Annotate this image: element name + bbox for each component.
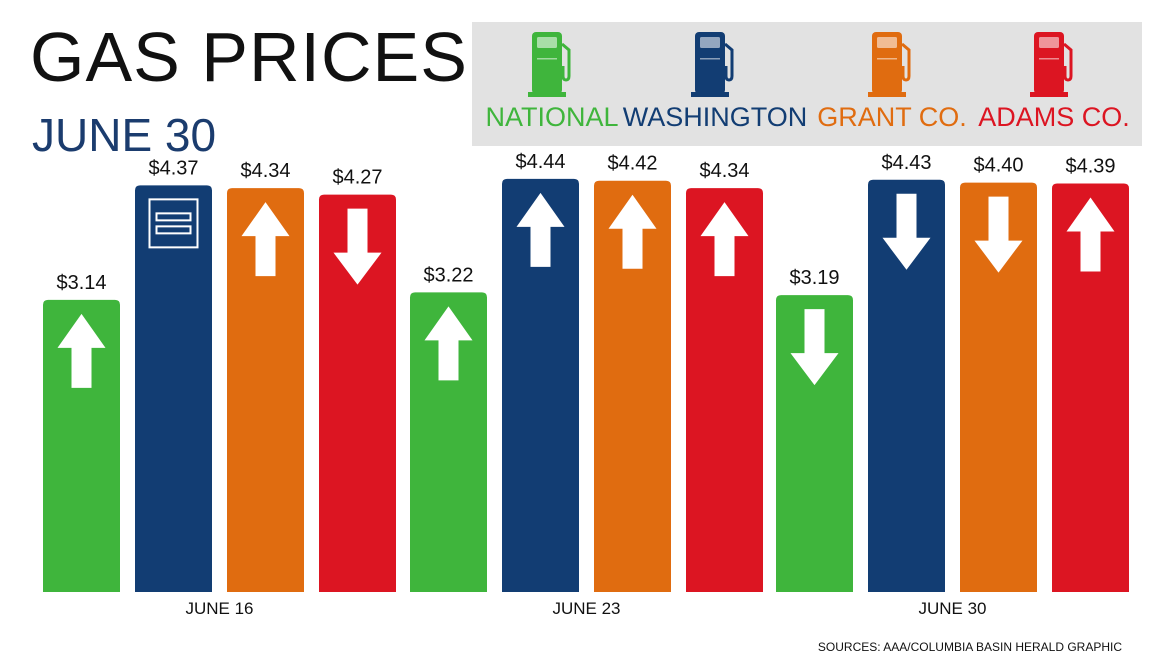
unchanged-icon-bar [155,225,192,235]
category-label: JUNE 16 [185,599,253,618]
bar [686,188,763,592]
legend-item-washington: WASHINGTON [623,22,807,146]
gas-pump-icon [528,32,571,97]
category-label: JUNE 23 [552,599,620,618]
data-label: $4.40 [973,155,1023,177]
bar [1052,183,1129,592]
legend-item-grant: GRANT CO. [812,22,972,146]
bar [594,180,671,592]
arrow-down-icon [974,196,1023,273]
bar [960,182,1037,592]
data-label: $4.37 [148,157,198,179]
source-credit: SOURCES: AAA/COLUMBIA BASIN HERALD GRAPH… [817,640,1122,654]
bar [227,188,304,592]
category-label: JUNE 30 [918,599,986,618]
bar [410,292,487,592]
arrow-up-icon [700,202,749,277]
unchanged-icon [148,198,199,249]
legend-item-adams: ADAMS CO. [974,22,1134,146]
data-label: $4.34 [240,160,290,182]
arrow-up-icon [516,192,565,267]
bar [135,185,212,593]
chart-title: GAS PRICES [30,18,468,96]
data-label: $3.19 [789,267,839,289]
arrow-up-icon [241,202,290,277]
data-label: $4.27 [332,167,382,189]
arrow-up-icon [608,194,657,269]
gas-pump-icon [1030,32,1073,97]
bar [319,194,396,592]
legend-label-national: NATIONAL [485,102,619,132]
unchanged-icon-bar [155,212,192,222]
bar [868,179,945,592]
legend-label-grant: GRANT CO. [817,102,967,132]
data-label: $4.34 [699,160,749,182]
legend-label-adams: ADAMS CO. [978,102,1130,132]
arrow-up-icon [424,306,473,381]
data-label: $4.39 [1065,155,1115,177]
legend-label-washington: WASHINGTON [622,102,808,132]
chart-subtitle: JUNE 30 [32,109,217,161]
data-label: $3.14 [56,272,106,294]
data-label: $4.44 [515,151,565,173]
data-label: $4.42 [607,153,657,175]
legend-item-national: NATIONAL [472,22,632,146]
bar [502,178,579,592]
data-label: $4.43 [881,152,931,174]
bar [776,295,853,592]
arrow-down-icon [333,208,382,285]
arrow-down-icon [882,193,931,270]
arrow-up-icon [57,313,106,388]
arrow-down-icon [790,309,839,386]
bar [43,299,120,592]
gas-pump-icon [691,32,734,97]
data-label: $3.22 [423,264,473,286]
gas-pump-icon [868,32,911,97]
arrow-up-icon [1066,197,1115,272]
legend: NATIONAL WASHINGTON GRANT CO. ADAMS CO. [472,22,1142,146]
